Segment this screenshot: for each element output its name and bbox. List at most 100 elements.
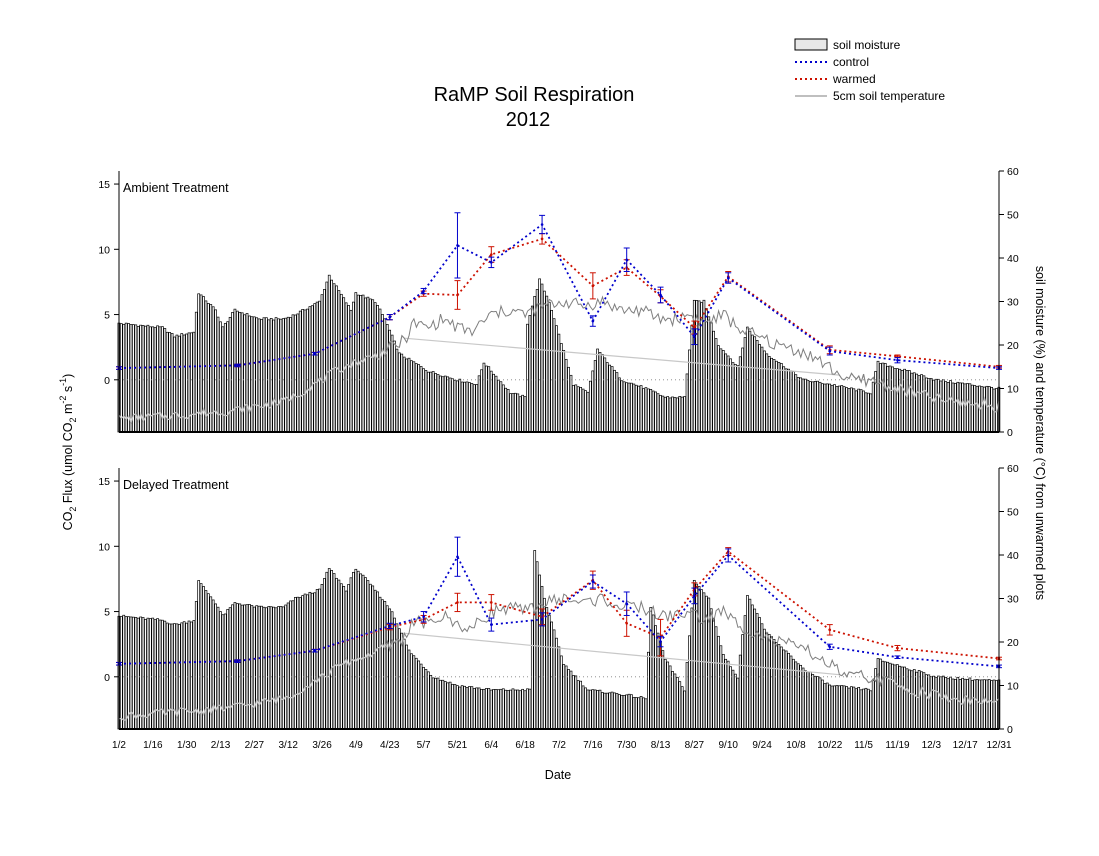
soil-moisture-bar <box>630 382 633 433</box>
soil-moisture-bar <box>492 373 495 433</box>
soil-moisture-bar <box>533 296 537 433</box>
soil-moisture-bar <box>468 382 471 433</box>
soil-moisture-bar <box>523 396 527 433</box>
x-tick-label: 2/13 <box>211 740 231 751</box>
soil-moisture-bar <box>956 676 960 730</box>
soil-moisture-bar <box>712 617 715 730</box>
soil-moisture-bar <box>891 663 894 730</box>
soil-moisture-bar <box>893 368 897 433</box>
soil-moisture-bar <box>596 348 599 433</box>
soil-moisture-bar <box>784 650 788 730</box>
legend-label: 5cm soil temperature <box>833 89 945 103</box>
soil-moisture-bar <box>869 690 873 730</box>
soil-moisture-bar <box>593 360 597 433</box>
soil-moisture-bar <box>605 692 609 730</box>
soil-moisture-bar <box>199 583 203 730</box>
soil-moisture-bar <box>900 370 904 433</box>
soil-moisture-bar <box>422 368 425 433</box>
y-right-tick-label: 0 <box>1007 427 1013 439</box>
soil-moisture-bar <box>787 368 790 433</box>
soil-moisture-bar <box>267 606 271 730</box>
soil-moisture-bar <box>741 347 744 433</box>
soil-moisture-bar <box>528 688 532 730</box>
soil-moisture-bar <box>661 395 665 433</box>
soil-moisture-bar <box>949 676 952 730</box>
data-point-control <box>236 364 239 367</box>
soil-moisture-bar <box>920 671 923 730</box>
data-point-control <box>422 615 425 619</box>
soil-moisture-bar <box>881 660 885 730</box>
soil-moisture-bar <box>903 666 906 730</box>
soil-moisture-bar <box>168 623 172 730</box>
data-point-control <box>625 258 628 262</box>
soil-moisture-bar <box>881 362 885 433</box>
soil-moisture-bar <box>748 330 752 433</box>
soil-moisture-bar <box>262 606 266 730</box>
soil-moisture-bar <box>209 596 213 730</box>
error-bar-warmed <box>894 644 901 652</box>
soil-moisture-bar <box>284 317 288 433</box>
error-bar-control <box>420 611 427 623</box>
soil-moisture-bar <box>634 697 638 730</box>
soil-moisture-bar <box>146 324 150 433</box>
soil-moisture-bar <box>673 673 677 730</box>
soil-moisture-bar <box>738 654 742 730</box>
soil-moisture-bar <box>613 692 616 730</box>
soil-moisture-bar <box>303 309 307 433</box>
y-axis-left-title-part: -2 <box>58 396 68 404</box>
soil-moisture-bar <box>705 308 708 433</box>
soil-moisture-bar <box>219 321 222 433</box>
soil-moisture-bar <box>634 384 638 433</box>
soil-moisture-bar <box>782 366 786 433</box>
soil-moisture-bar <box>385 324 389 433</box>
soil-moisture-bar <box>156 618 159 730</box>
soil-moisture-bar <box>840 685 844 730</box>
error-bar-warmed <box>454 592 461 613</box>
x-tick-label: 1/16 <box>143 740 163 751</box>
soil-moisture-bar <box>250 605 254 730</box>
data-point-control <box>625 602 628 606</box>
soil-moisture-bar <box>579 680 583 730</box>
data-point-control <box>591 319 595 323</box>
soil-moisture-bar <box>905 668 909 730</box>
soil-moisture-bar <box>337 290 341 433</box>
soil-moisture-bar <box>226 609 230 730</box>
soil-moisture-bar <box>552 629 556 730</box>
soil-temperature <box>118 593 1000 721</box>
soil-moisture-bar <box>668 397 672 433</box>
soil-moisture-bar <box>864 392 868 433</box>
error-bar-control <box>894 655 901 660</box>
data-point-control <box>896 358 899 362</box>
soil-moisture-bar <box>327 568 331 730</box>
soil-moisture-bar <box>806 671 810 730</box>
soil-temperature-line <box>384 593 889 687</box>
soil-moisture-bar <box>617 377 621 433</box>
soil-moisture-bar <box>598 352 602 433</box>
soil-moisture-bar <box>441 376 445 433</box>
error-bar-control <box>234 363 241 368</box>
error-bar-control <box>234 659 241 663</box>
soil-moisture-bar <box>456 380 459 433</box>
soil-moisture-bar <box>821 679 824 730</box>
soil-moisture-bar <box>557 333 561 433</box>
data-point-control <box>540 223 544 226</box>
soil-moisture-bar <box>465 381 469 433</box>
soil-moisture-bar <box>859 689 863 730</box>
soil-moisture-bar <box>509 689 512 730</box>
y-right-tick-label: 20 <box>1007 340 1019 352</box>
soil-moisture-bar <box>888 662 892 730</box>
soil-moisture-bar <box>823 383 827 433</box>
soil-moisture-bar <box>477 375 481 433</box>
data-point-control <box>659 293 662 297</box>
soil-moisture-bar <box>922 672 926 730</box>
soil-moisture-bar <box>695 300 699 433</box>
soil-moisture-bar <box>707 316 711 433</box>
legend-swatch <box>794 38 828 51</box>
soil-moisture-bar <box>794 661 798 730</box>
soil-moisture-bar <box>318 300 321 433</box>
soil-moisture-bar <box>371 299 375 433</box>
legend-label: warmed <box>832 72 876 86</box>
soil-moisture-bar <box>857 687 861 730</box>
soil-moisture-bar <box>603 692 607 730</box>
soil-moisture-bar <box>898 665 902 730</box>
